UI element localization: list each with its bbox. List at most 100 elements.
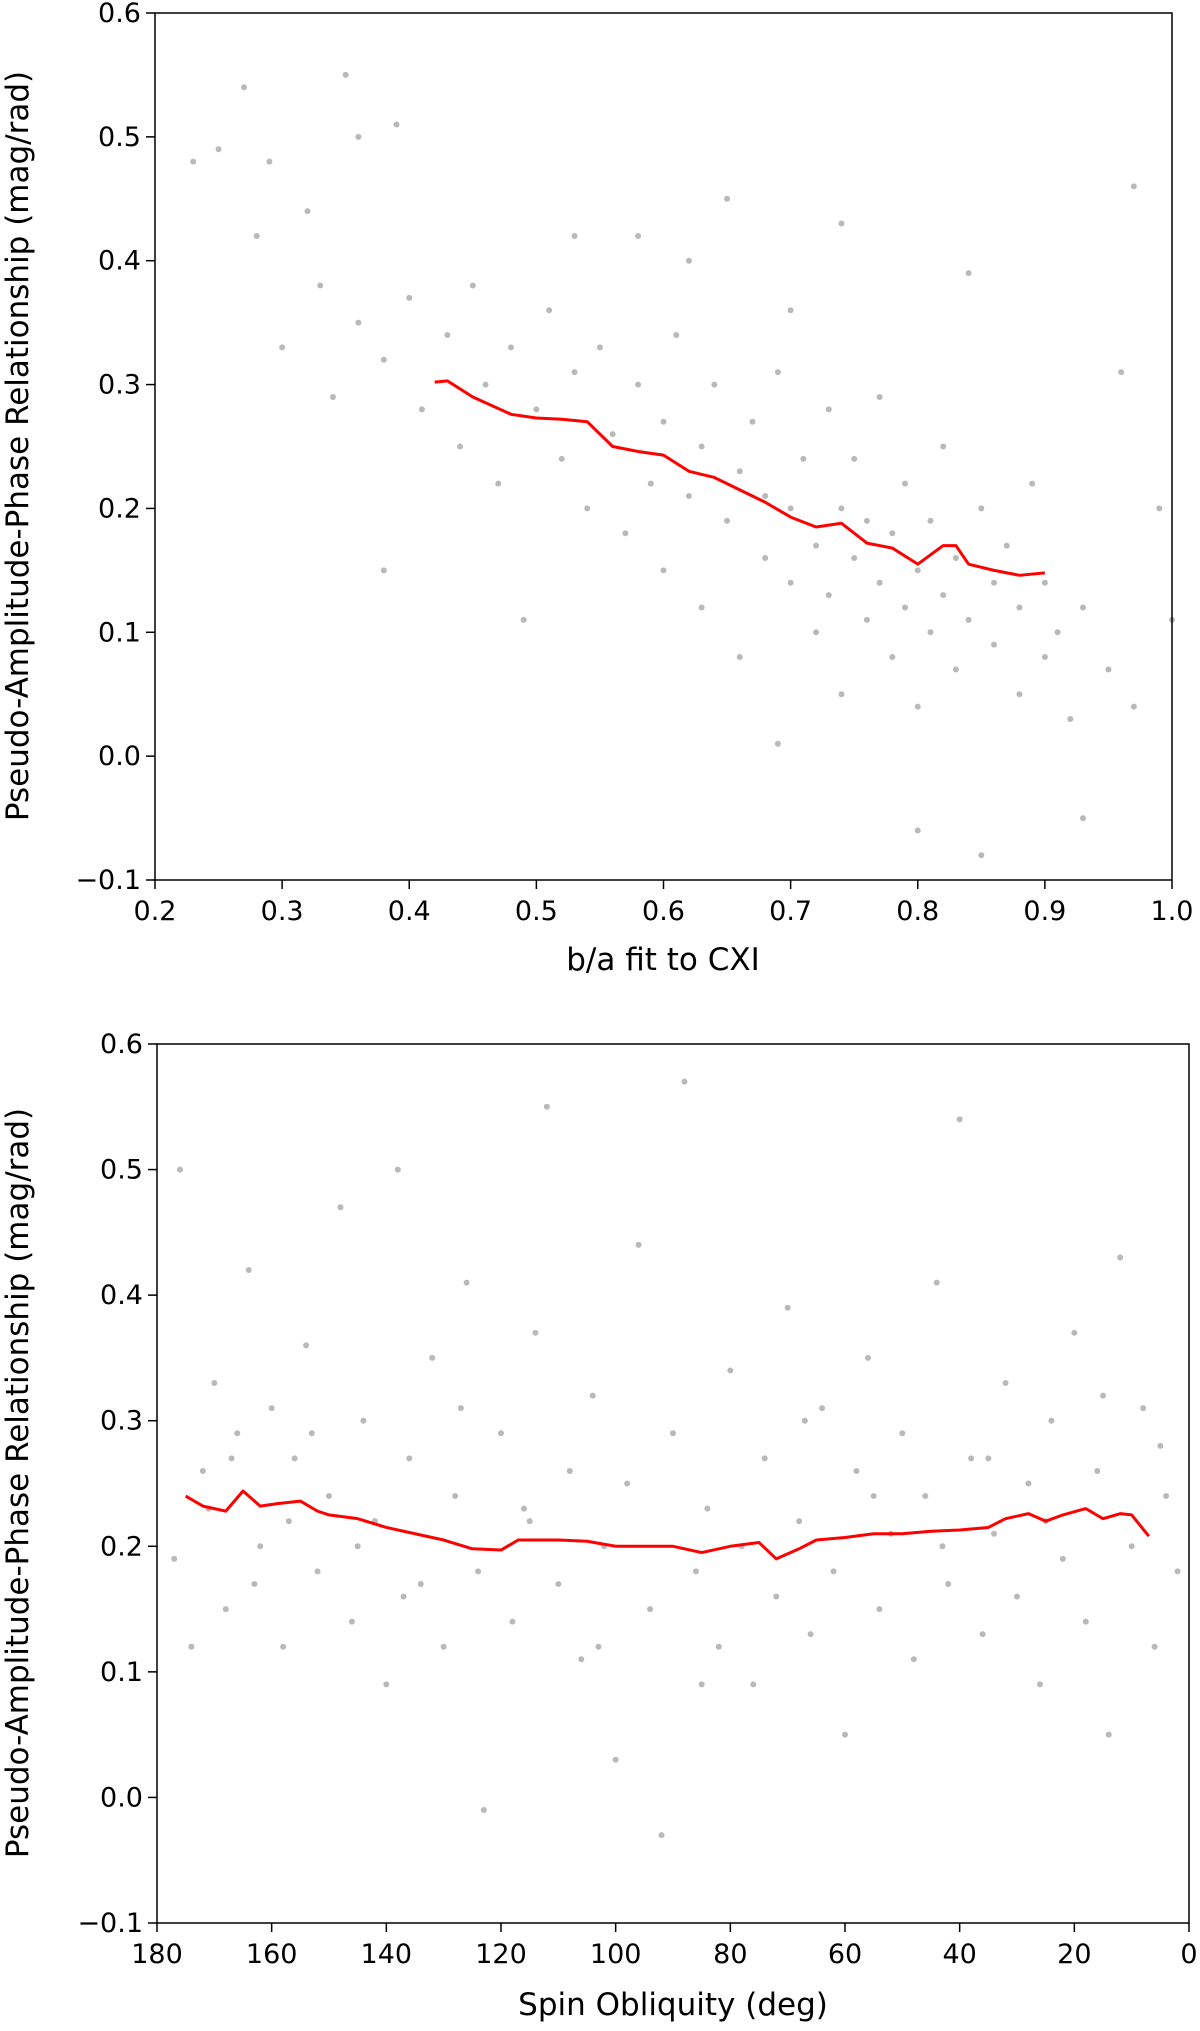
scatter-point <box>673 332 680 339</box>
scatter-point <box>927 629 934 636</box>
scatter-point <box>750 1681 757 1688</box>
scatter-point <box>1059 1555 1066 1562</box>
scatter-point <box>902 604 909 611</box>
scatter-point <box>1157 1442 1164 1449</box>
scatter-point <box>952 554 959 561</box>
scatter-point <box>360 1417 367 1424</box>
scatter-point <box>635 1241 642 1248</box>
scatter-point <box>543 1103 550 1110</box>
scatter-point <box>715 1643 722 1650</box>
scatter-point <box>348 1618 355 1625</box>
scatter-point <box>838 691 845 698</box>
scatter-point <box>354 1543 361 1550</box>
scatter-point <box>509 1618 516 1625</box>
scatter-point <box>383 1681 390 1688</box>
scatter-point <box>475 1568 482 1575</box>
scatter-point <box>1014 1593 1020 1600</box>
scatter-point <box>355 319 362 326</box>
y-tick-label: 0.3 <box>100 1406 143 1437</box>
scatter-point <box>807 1631 814 1638</box>
scatter-point <box>1025 1480 1032 1487</box>
scatter-point <box>171 1555 178 1562</box>
scatter-point <box>991 641 998 648</box>
bottom-panel-spin-obliquity: Spin Obliquity (deg) Pseudo-Amplitude-Ph… <box>0 1029 1198 2023</box>
y-tick-label: 0.5 <box>100 1155 143 1186</box>
scatter-point <box>317 282 324 289</box>
scatter-point <box>329 393 336 400</box>
scatter-point <box>480 1806 487 1813</box>
scatter-point <box>199 1467 206 1474</box>
y-tick-label: 0.2 <box>98 493 141 524</box>
scatter-point <box>784 1304 791 1311</box>
scatter-point <box>1151 1643 1158 1650</box>
scatter-point <box>578 1656 585 1663</box>
scatter-point <box>393 121 400 128</box>
scatter-point <box>1048 1417 1055 1424</box>
x-tick-label: 180 <box>131 1939 183 1970</box>
scatter-point <box>612 1756 619 1763</box>
scatter-point <box>813 542 820 549</box>
scatter-point <box>853 1467 860 1474</box>
scatter-point <box>314 1568 321 1575</box>
scatter-point <box>851 554 858 561</box>
scatter-point <box>658 1832 665 1839</box>
x-axis-label: b/a fit to CXI <box>566 942 760 978</box>
scatter-point <box>965 270 972 277</box>
scatter-point <box>1080 815 1087 822</box>
x-tick-label: 0.3 <box>261 896 304 927</box>
scatter-point <box>279 344 286 351</box>
scatter-point <box>463 1279 470 1286</box>
scatter-point <box>355 133 362 140</box>
scatter-point <box>698 604 705 611</box>
running-mean-line <box>434 379 1046 577</box>
scatter-point <box>452 1493 459 1500</box>
scatter-point <box>507 344 514 351</box>
x-tick-label: 120 <box>475 1939 527 1970</box>
scatter-point <box>914 567 921 574</box>
y-axis-label: Pseudo-Amplitude-Phase Relationship (mag… <box>0 71 36 821</box>
scatter-point <box>787 505 794 512</box>
scatter-point <box>495 480 502 487</box>
x-tick-label: 1.0 <box>1151 896 1194 927</box>
scatter-point <box>933 1279 940 1286</box>
scatter-point <box>1105 666 1112 673</box>
scatter-point <box>787 307 794 314</box>
scatter-point <box>698 443 705 450</box>
y-tick-label: 0.6 <box>100 1029 143 1060</box>
scatter-point <box>584 505 591 512</box>
scatter-point <box>469 282 476 289</box>
scatter-point <box>801 1417 808 1424</box>
scatter-point <box>635 232 642 239</box>
scatter-point <box>979 1631 986 1638</box>
scatter-point <box>308 1430 315 1437</box>
scatter-point <box>864 1354 871 1361</box>
scatter-point <box>418 406 425 413</box>
scatter-point <box>558 455 565 462</box>
scatter-point <box>1130 703 1137 710</box>
scatter-point <box>670 1430 676 1437</box>
scatter-point <box>876 1606 883 1613</box>
scatter-point <box>622 530 629 537</box>
x-tick-label: 0.9 <box>1023 896 1066 927</box>
scatter-point <box>685 257 692 264</box>
scatter-point <box>520 1505 527 1512</box>
scatter-point <box>253 232 260 239</box>
scatter-point <box>819 1405 826 1412</box>
scatter-point <box>761 1455 768 1462</box>
scatter-point <box>1163 1493 1170 1500</box>
scatter-point <box>176 1166 183 1173</box>
scatter-point <box>1041 654 1048 661</box>
y-tick-label: 0.6 <box>98 0 141 29</box>
scatter-point <box>520 616 527 623</box>
scatter-point <box>266 158 273 165</box>
scatter-point <box>698 1681 705 1688</box>
scatter-point <box>876 393 883 400</box>
scatter-point <box>257 1543 264 1550</box>
scatter-point <box>1071 1329 1078 1336</box>
scatter-point <box>1094 1467 1101 1474</box>
plot-frame <box>154 12 1173 881</box>
running-mean-line <box>184 1489 1151 1561</box>
scatter-point <box>526 1518 533 1525</box>
x-tick-label: 0.5 <box>515 896 558 927</box>
y-tick-label: 0.2 <box>100 1531 143 1562</box>
